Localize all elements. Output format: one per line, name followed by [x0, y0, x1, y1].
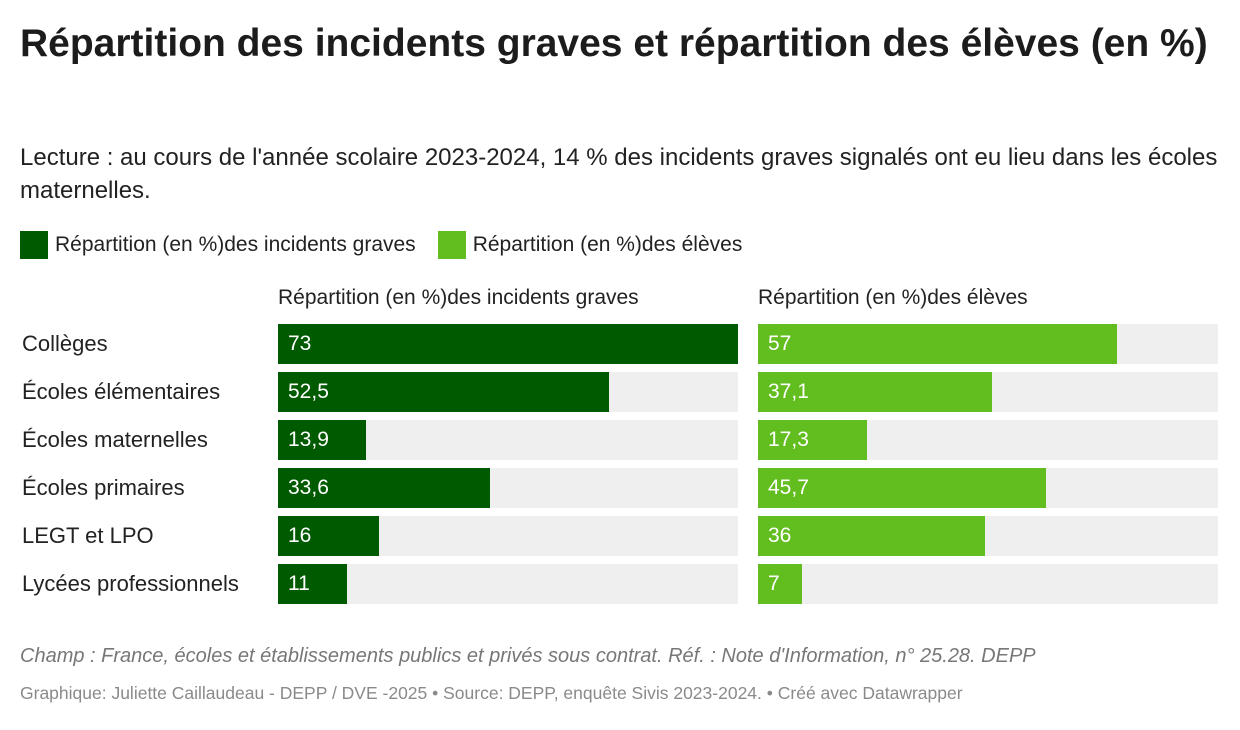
bar-eleves	[758, 516, 985, 556]
bar-incidents	[278, 372, 609, 412]
bar-value-label: 17,3	[768, 428, 809, 451]
chart-title: Répartition des incidents graves et répa…	[20, 22, 1208, 65]
bar-value-label: 16	[288, 524, 312, 547]
bar-value-label: 11	[288, 572, 310, 595]
bar-incidents	[278, 420, 366, 460]
chart-notes: Champ : France, écoles et établissements…	[20, 645, 1036, 667]
bar-track: 37,1	[758, 372, 1218, 412]
legend-item-eleves: Répartition (en %)des élèves	[437, 231, 743, 259]
bar-value-label: 52,5	[288, 380, 329, 403]
bar-value-label: 7	[768, 572, 780, 595]
legend-swatch-incidents	[20, 231, 48, 259]
category-label: Écoles maternelles	[22, 427, 208, 452]
bar-value-label: 33,6	[288, 476, 329, 499]
bar-incidents	[278, 564, 348, 604]
panel-header-eleves: Répartition (en %)des élèves	[758, 286, 1028, 309]
category-label: Écoles élémentaires	[22, 379, 221, 404]
bar-eleves	[758, 564, 803, 604]
bar-eleves	[758, 324, 1118, 364]
bar-incidents	[278, 516, 379, 556]
category-label: LEGT et LPO	[22, 523, 154, 548]
bar-track: 57	[758, 324, 1218, 364]
chart-subtitle: Lecture : au cours de l'année scolaire 2…	[20, 144, 1218, 204]
bar-value-label: 36	[768, 524, 792, 547]
bar-track: 36	[758, 516, 1218, 556]
chart-footer: Graphique: Juliette Caillaudeau - DEPP /…	[20, 683, 963, 703]
category-label: Écoles primaires	[22, 475, 185, 500]
bar-track: 45,7	[758, 468, 1218, 508]
bar-eleves	[758, 420, 867, 460]
bar-value-label: 37,1	[768, 380, 809, 403]
bar-track: 33,6	[278, 468, 738, 508]
legend-swatch-eleves	[437, 231, 466, 259]
category-label: Collèges	[22, 331, 108, 356]
bar-track: 52,5	[278, 372, 738, 412]
bar-track: 17,3	[758, 420, 1218, 460]
legend-label-incidents: Répartition (en %)des incidents graves	[55, 233, 416, 256]
legend-item-incidents: Répartition (en %)des incidents graves	[20, 231, 416, 259]
bar-track: 16	[278, 516, 738, 556]
bar-track: 11	[278, 564, 738, 604]
bar-incidents	[278, 468, 490, 508]
bar-value-label: 57	[768, 332, 792, 355]
legend-label-eleves: Répartition (en %)des élèves	[472, 233, 743, 256]
bar-eleves	[758, 372, 992, 412]
legend: Répartition (en %)des incidents graves R…	[20, 229, 764, 261]
bar-track: 7	[758, 564, 1218, 604]
bar-value-label: 73	[288, 332, 312, 355]
bar-value-label: 45,7	[768, 476, 809, 499]
panel-header-incidents: Répartition (en %)des incidents graves	[278, 286, 639, 309]
bar-eleves	[758, 468, 1046, 508]
bar-track: 13,9	[278, 420, 738, 460]
category-label: Lycées professionnels	[22, 571, 239, 596]
bar-track: 73	[278, 324, 738, 364]
bar-incidents	[278, 324, 738, 364]
bar-value-label: 13,9	[288, 428, 329, 451]
